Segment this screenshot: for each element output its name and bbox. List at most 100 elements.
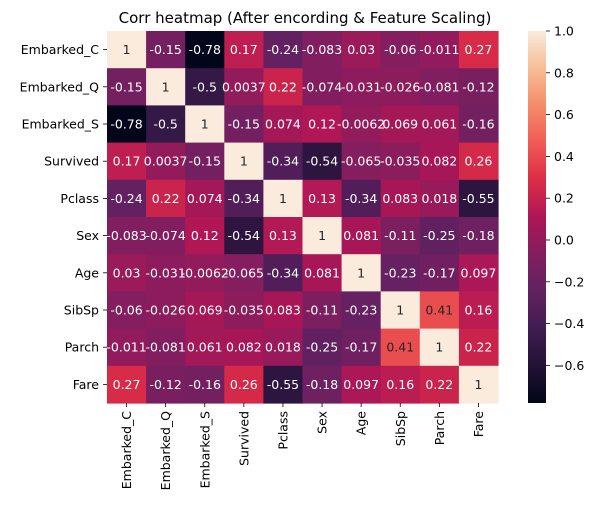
- heatmap-cell: [263, 291, 304, 330]
- colorbar: −0.6 −0.4 −0.2 0.0 0.2 0.4 0.6 0.8 1.0: [528, 24, 584, 403]
- cell-annotation: 0.12: [191, 228, 219, 243]
- y-tick-label: Embarked_S: [22, 117, 99, 132]
- heatmap-cell: [419, 68, 460, 106]
- cell-annotation: -0.06: [384, 42, 416, 57]
- heatmap-cell: [341, 179, 382, 218]
- cell-annotation: 0.22: [465, 340, 493, 355]
- cell-annotation: 0.41: [386, 340, 414, 355]
- cell-annotation: -0.026: [380, 79, 420, 94]
- cell-annotation: -0.17: [423, 265, 455, 280]
- heatmap-cell: [185, 31, 225, 69]
- heatmap-cell: [419, 217, 460, 255]
- heatmap-cell: [185, 179, 225, 218]
- heatmap-cell: [107, 179, 147, 218]
- cell-annotation: -0.25: [423, 228, 455, 243]
- cell-annotation: -0.23: [345, 303, 377, 318]
- chart-title: Corr heatmap (After encording & Feature …: [119, 9, 492, 27]
- heatmap-cell: [224, 142, 264, 181]
- cell-annotation: 0.12: [308, 117, 336, 132]
- heatmap-cell: [224, 179, 264, 218]
- heatmap-cell: [302, 179, 343, 218]
- cell-annotation: -0.34: [267, 154, 299, 169]
- colorbar-tick-label: 0.6: [554, 107, 574, 122]
- cell-annotation: 0.27: [113, 377, 141, 392]
- cell-annotation: -0.12: [462, 79, 494, 94]
- colorbar-tick-label: 0.4: [554, 149, 574, 164]
- cell-annotation: 1: [474, 377, 482, 392]
- heatmap-cell: [380, 179, 421, 218]
- heatmap-cell: [185, 328, 225, 367]
- cell-annotation: 1: [123, 42, 131, 57]
- cell-annotation: 0.069: [187, 303, 223, 318]
- heatmap-cell: [107, 217, 147, 255]
- y-tick-label: SibSp: [64, 303, 99, 318]
- colorbar-tick-label: 0.8: [554, 65, 574, 80]
- heatmap-cell: [263, 31, 304, 69]
- cell-annotation: -0.12: [149, 377, 181, 392]
- cell-annotation: -0.34: [345, 191, 377, 206]
- heatmap-cell: [458, 179, 499, 218]
- x-tick-label: Embarked_Q: [158, 411, 173, 490]
- cell-annotation: -0.55: [462, 191, 494, 206]
- heatmap-cell: [107, 365, 147, 404]
- heatmap-cell: [185, 254, 225, 292]
- cell-annotation: -0.16: [189, 377, 221, 392]
- heatmap-cell: [263, 254, 304, 292]
- heatmap-cell: [302, 31, 343, 69]
- cell-annotation: 0.41: [425, 303, 453, 318]
- cell-annotation: -0.16: [462, 117, 494, 132]
- cell-annotation: 0.27: [465, 42, 493, 57]
- cell-annotation: -0.06: [110, 303, 142, 318]
- heatmap-cell: [302, 68, 343, 106]
- heatmap-cell: [107, 31, 147, 69]
- cell-annotation: -0.15: [110, 79, 142, 94]
- heatmap-cell: [263, 328, 304, 367]
- colorbar-tick-label: −0.6: [554, 358, 584, 373]
- x-tick-label: Embarked_S: [197, 411, 212, 488]
- heatmap-cell: [380, 31, 421, 69]
- heatmap-cell: [263, 105, 304, 144]
- cell-annotation: 0.22: [152, 191, 180, 206]
- cell-annotation: 0.081: [343, 228, 379, 243]
- cell-annotation: -0.074: [146, 228, 186, 243]
- heatmap-cell: [146, 179, 186, 218]
- cell-annotation: 0.018: [421, 191, 457, 206]
- x-axis-labels: Embarked_C Embarked_Q Embarked_S Survived Pc…: [119, 403, 486, 490]
- cell-annotation: -0.54: [306, 154, 338, 169]
- y-tick-label: Pclass: [60, 191, 99, 206]
- cell-annotation: -0.031: [146, 265, 186, 280]
- heatmap-cell: [224, 68, 264, 106]
- cell-annotation: 1: [318, 228, 326, 243]
- cell-annotation: 1: [435, 340, 443, 355]
- heatmap-cell: [302, 291, 343, 330]
- y-tick-label: Survived: [44, 154, 99, 169]
- heatmap-cell: [341, 328, 382, 367]
- heatmap-cell: [458, 328, 499, 367]
- heatmap-cell: [380, 328, 421, 367]
- y-tick-label: Embarked_Q: [20, 79, 99, 94]
- heatmap-cell: [146, 142, 186, 181]
- cell-annotation: -0.083: [106, 228, 146, 243]
- cell-annotation: 0.097: [461, 265, 497, 280]
- y-tick-label: Fare: [73, 377, 100, 392]
- cell-annotation: 0.097: [343, 377, 379, 392]
- heatmap-cell: [263, 179, 304, 218]
- heatmap-cell: [185, 291, 225, 330]
- cell-annotation: -0.035: [380, 154, 420, 169]
- cell-annotation: -0.18: [462, 228, 494, 243]
- cell-annotation: 0.17: [230, 42, 258, 57]
- heatmap-cell: [458, 365, 499, 404]
- x-tick-label: Fare: [471, 411, 486, 438]
- cell-annotation: 0.13: [308, 191, 336, 206]
- heatmap-cell: [146, 217, 186, 255]
- heatmap-cell: [146, 254, 186, 292]
- heatmap-cell: [419, 254, 460, 292]
- cell-annotation: 0.082: [421, 154, 457, 169]
- cell-annotation: -0.011: [419, 42, 459, 57]
- cell-annotation: 0.083: [382, 191, 418, 206]
- heatmap-cell: [341, 291, 382, 330]
- cell-annotation: 0.082: [226, 340, 262, 355]
- cell-annotation: -0.081: [419, 79, 459, 94]
- cell-annotation: 0.22: [425, 377, 453, 392]
- heatmap-cell: [146, 68, 186, 106]
